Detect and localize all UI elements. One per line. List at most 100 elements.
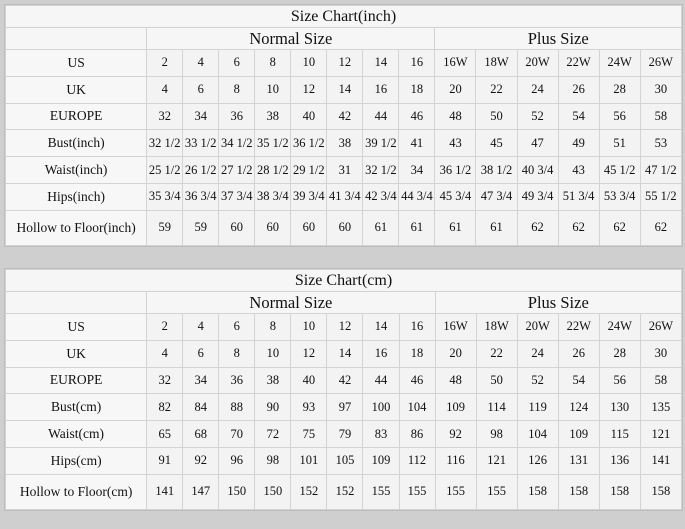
size-cell: 54 bbox=[557, 366, 600, 395]
size-cell: 58 bbox=[639, 102, 683, 131]
size-cell: 59 bbox=[182, 209, 220, 246]
size-cell: 16 bbox=[398, 49, 436, 77]
size-cell: 49 3/4 bbox=[516, 182, 559, 211]
size-cell: 14 bbox=[326, 339, 364, 368]
size-cell: 6 bbox=[182, 339, 220, 368]
size-cell: 152 bbox=[290, 473, 328, 510]
table-row: US 2 4 6 8 10 12 14 16 16W 18W 20W 22W 24W 26W bbox=[4, 49, 683, 77]
row-label: Hips(inch) bbox=[4, 182, 148, 211]
size-cell: 32 bbox=[146, 366, 184, 395]
size-cell: 14 bbox=[326, 75, 364, 104]
size-cell: 28 1/2 bbox=[254, 156, 292, 184]
row-label: US bbox=[4, 313, 148, 341]
size-cell: 16W bbox=[434, 313, 477, 341]
size-cell: 4 bbox=[182, 313, 220, 341]
size-cell: 16 bbox=[362, 339, 400, 368]
row-label: Hips(cm) bbox=[4, 446, 148, 475]
size-cell: 12 bbox=[290, 75, 328, 104]
size-cell: 46 bbox=[398, 366, 436, 395]
size-cell: 27 1/2 bbox=[218, 156, 256, 184]
size-cell: 44 bbox=[362, 366, 400, 395]
size-cell: 58 bbox=[639, 366, 683, 395]
size-cell: 39 3/4 bbox=[290, 182, 328, 211]
size-cell: 18W bbox=[475, 313, 518, 341]
header-corner bbox=[4, 27, 148, 50]
row-label: Bust(inch) bbox=[4, 129, 148, 158]
size-cell: 6 bbox=[218, 49, 256, 77]
size-cell: 36 1/2 bbox=[434, 156, 477, 184]
size-cell: 61 bbox=[362, 209, 400, 246]
size-cell: 10 bbox=[254, 75, 292, 104]
size-cell: 39 1/2 bbox=[362, 129, 400, 158]
size-cell: 10 bbox=[254, 339, 292, 368]
size-cell: 12 bbox=[290, 339, 328, 368]
table-row: Waist(inch) 25 1/2 26 1/2 27 1/2 28 1/2 29 1/… bbox=[4, 156, 683, 184]
size-cell: 24 bbox=[516, 75, 559, 104]
size-cell: 34 bbox=[182, 366, 220, 395]
size-cell: 20 bbox=[434, 339, 477, 368]
size-cell: 16 bbox=[398, 313, 436, 341]
size-cell: 40 bbox=[290, 366, 328, 395]
size-cell: 150 bbox=[218, 473, 256, 510]
table-row: UK 4 6 8 10 12 14 16 18 20 22 24 26 28 30 bbox=[4, 339, 683, 368]
size-cell: 54 bbox=[557, 102, 600, 131]
size-cell: 92 bbox=[434, 420, 477, 448]
table-row: US 2 4 6 8 10 12 14 16 16W 18W 20W 22W 24W 26W bbox=[4, 313, 683, 341]
row-label: EUROPE bbox=[4, 366, 148, 395]
size-cell: 53 bbox=[639, 129, 683, 158]
size-cell: 45 3/4 bbox=[434, 182, 477, 211]
size-cell: 130 bbox=[598, 393, 641, 422]
size-cell: 8 bbox=[218, 339, 256, 368]
size-cell: 26 bbox=[557, 339, 600, 368]
size-cell: 24 bbox=[516, 339, 559, 368]
table-row: UK 4 6 8 10 12 14 16 18 20 22 24 26 28 30 bbox=[4, 75, 683, 104]
size-cell: 48 bbox=[434, 102, 477, 131]
size-cell: 155 bbox=[362, 473, 400, 510]
size-cell: 155 bbox=[398, 473, 436, 510]
size-cell: 38 bbox=[326, 129, 364, 158]
size-cell: 131 bbox=[557, 446, 600, 475]
group-normal-size: Normal Size bbox=[146, 291, 436, 314]
size-cell: 6 bbox=[182, 75, 220, 104]
table-row: Hips(cm) 91 92 96 98 101 105 109 112 116 121 126 131… bbox=[4, 446, 683, 475]
size-cell: 8 bbox=[254, 313, 292, 341]
size-cell: 72 bbox=[254, 420, 292, 448]
size-cell: 40 3/4 bbox=[516, 156, 559, 184]
chart-title: Size Chart(inch) bbox=[5, 5, 682, 28]
size-cell: 121 bbox=[475, 446, 518, 475]
size-cell: 61 bbox=[434, 209, 477, 246]
row-label: Hollow to Floor(inch) bbox=[4, 209, 148, 246]
size-cell: 12 bbox=[326, 313, 364, 341]
size-cell: 47 3/4 bbox=[475, 182, 518, 211]
size-cell: 6 bbox=[218, 313, 256, 341]
size-cell: 152 bbox=[326, 473, 364, 510]
size-cell: 62 bbox=[557, 209, 600, 246]
size-cell: 112 bbox=[398, 446, 436, 475]
size-cell: 22W bbox=[557, 313, 600, 341]
size-cell: 104 bbox=[516, 420, 559, 448]
size-cell: 100 bbox=[362, 393, 400, 422]
header-corner bbox=[4, 291, 148, 314]
size-cell: 75 bbox=[290, 420, 328, 448]
size-cell: 51 bbox=[598, 129, 641, 158]
size-cell: 34 1/2 bbox=[218, 129, 256, 158]
size-cell: 60 bbox=[218, 209, 256, 246]
size-cell: 32 1/2 bbox=[362, 156, 400, 184]
size-cell: 45 bbox=[475, 129, 518, 158]
size-cell: 70 bbox=[218, 420, 256, 448]
size-cell: 35 3/4 bbox=[146, 182, 184, 211]
size-cell: 46 bbox=[398, 102, 436, 131]
size-cell: 79 bbox=[326, 420, 364, 448]
size-cell: 43 bbox=[557, 156, 600, 184]
size-cell: 51 3/4 bbox=[557, 182, 600, 211]
size-cell: 84 bbox=[182, 393, 220, 422]
size-cell: 10 bbox=[290, 49, 328, 77]
size-cell: 82 bbox=[146, 393, 184, 422]
size-cell: 24W bbox=[598, 49, 641, 77]
size-cell: 98 bbox=[475, 420, 518, 448]
size-cell: 90 bbox=[254, 393, 292, 422]
size-cell: 26 1/2 bbox=[182, 156, 220, 184]
size-cell: 16W bbox=[434, 49, 477, 77]
group-plus-size: Plus Size bbox=[434, 291, 683, 314]
size-cell: 41 3/4 bbox=[326, 182, 364, 211]
